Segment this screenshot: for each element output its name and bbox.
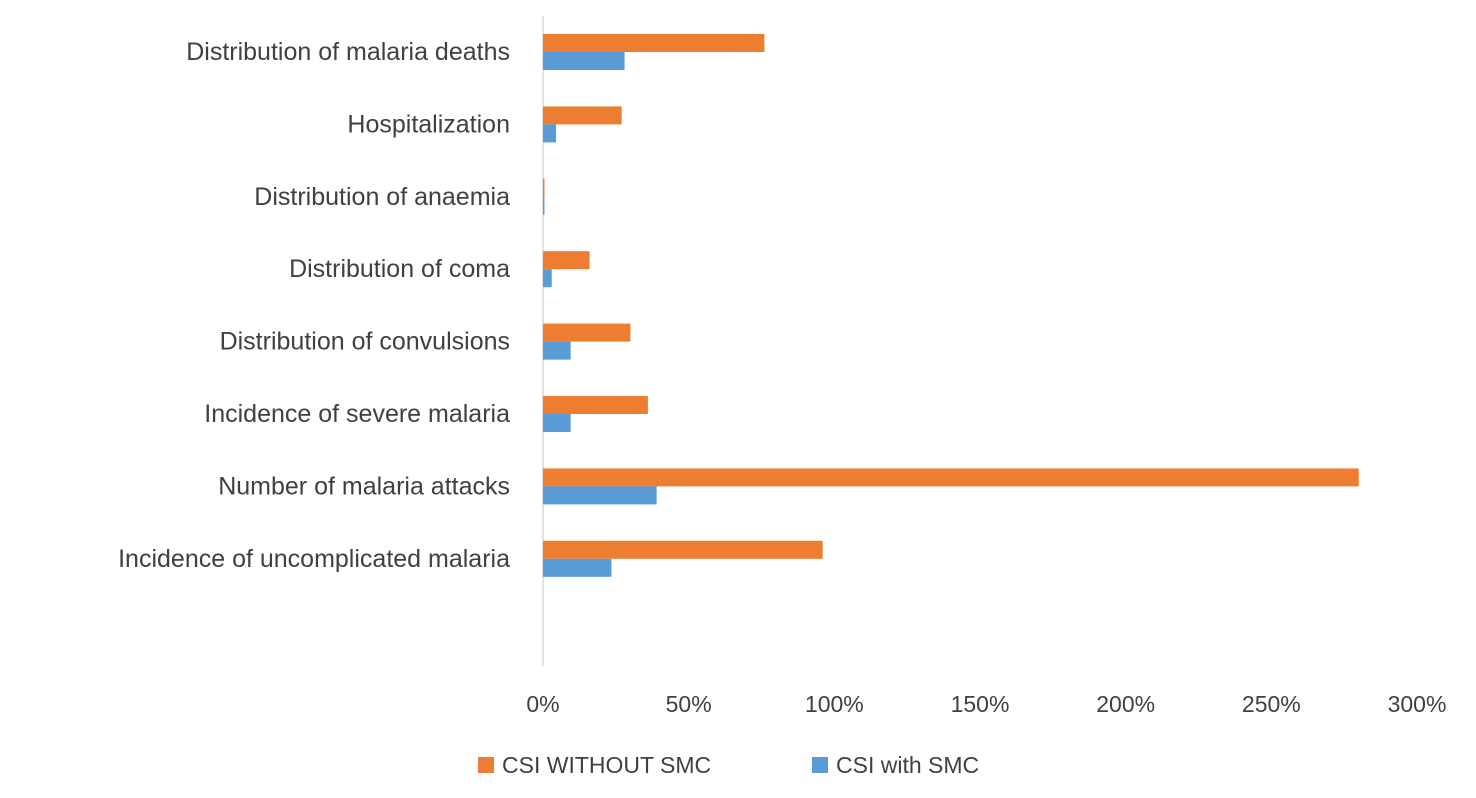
bar-csi-with-smc-distribution-of-coma [543,269,552,288]
category-label-incidence-of-uncomplicated-malaria: Incidence of uncomplicated malaria [118,545,510,573]
bar-csi-with-smc-distribution-of-malaria-deaths [543,52,625,70]
bar-csi-with-smc-incidence-of-severe-malaria [543,414,571,432]
category-labels: Distribution of malaria deaths Hospitaliz… [118,38,510,573]
bars-layer [543,34,1359,577]
bar-csi-without-smc-distribution-of-convulsions [543,323,631,342]
x-tick-label: 0% [526,691,559,717]
legend-swatch-csi-with-smc [812,757,828,773]
legend-swatch-csi-without-smc [478,757,494,773]
category-label-distribution-of-coma: Distribution of coma [289,255,510,283]
x-tick-label: 150% [951,691,1010,717]
bar-csi-without-smc-incidence-of-uncomplicated-malaria [543,540,823,559]
bar-csi-with-smc-distribution-of-anaemia [543,196,545,215]
bar-csi-with-smc-distribution-of-convulsions [543,341,571,360]
bar-csi-without-smc-distribution-of-malaria-deaths [543,34,765,52]
x-tick-label: 50% [666,691,712,717]
bar-csi-without-smc-distribution-of-coma [543,251,590,270]
bar-csi-without-smc-hospitalization [543,106,622,125]
category-label-number-of-malaria-attacks: Number of malaria attacks [218,472,510,500]
bar-csi-without-smc-distribution-of-anaemia [543,178,545,197]
category-label-hospitalization: Hospitalization [347,110,510,138]
category-label-distribution-of-anaemia: Distribution of anaemia [254,183,510,211]
bar-csi-with-smc-hospitalization [543,124,557,143]
legend-label-csi-without-smc: CSI WITHOUT SMC [502,752,711,778]
bar-csi-with-smc-number-of-malaria-attacks [543,486,657,505]
x-tick-labels: 0% 50% 100% 150% 200% 250% 300% [526,691,1446,717]
x-tick-label: 300% [1388,691,1447,717]
category-label-incidence-of-severe-malaria: Incidence of severe malaria [204,400,510,428]
x-tick-label: 250% [1242,691,1301,717]
legend: CSI WITHOUT SMC CSI with SMC [478,752,979,778]
x-tick-label: 200% [1096,691,1155,717]
category-label-distribution-of-convulsions: Distribution of convulsions [220,328,510,356]
category-label-distribution-of-malaria-deaths: Distribution of malaria deaths [186,38,510,66]
bar-csi-without-smc-incidence-of-severe-malaria [543,396,648,414]
legend-label-csi-with-smc: CSI with SMC [836,752,979,778]
bar-csi-without-smc-number-of-malaria-attacks [543,468,1359,487]
bar-csi-with-smc-incidence-of-uncomplicated-malaria [543,558,612,577]
x-tick-label: 100% [805,691,864,717]
